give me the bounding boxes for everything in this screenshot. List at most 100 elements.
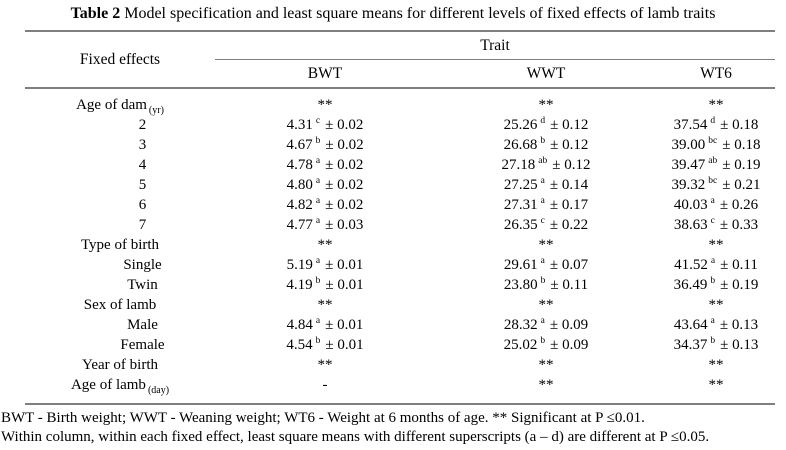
std-error: ± 0.22 [549, 217, 589, 233]
std-error: ± 0.13 [719, 317, 759, 333]
superscript: b [315, 276, 321, 286]
header-fixed-effects: Fixed effects [25, 31, 215, 89]
value: ** [538, 357, 554, 373]
value: 43.64 [673, 317, 708, 333]
value: ** [317, 297, 333, 313]
cell-wwt: 25.02 b ± 0.09 [435, 335, 657, 355]
value: 4.54 [286, 337, 313, 353]
value: ** [538, 377, 554, 393]
cell-wt6: 43.64 a ± 0.13 [657, 315, 775, 335]
table-row: Female 4.54 b ± 0.01 25.02 b ± 0.09 34.37 b ± … [25, 335, 775, 355]
superscript: b [710, 276, 716, 286]
row-label-cell: 3 [25, 135, 215, 155]
superscript: a [710, 256, 716, 266]
table-caption: Table 2 Model specification and least sq… [0, 0, 786, 23]
superscript: b [540, 336, 546, 346]
row-label-cell: Type of birth [25, 235, 215, 255]
cell-bwt: 4.54 b ± 0.01 [215, 335, 435, 355]
superscript: bc [708, 136, 718, 146]
value: 25.26 [503, 117, 538, 133]
row-label-cell: 4 [25, 155, 215, 175]
superscript: a [315, 316, 321, 326]
cell-wt6: ** [657, 88, 775, 115]
std-error: ± 0.18 [722, 137, 761, 153]
value: 39.47 [671, 157, 706, 173]
value: ** [708, 297, 724, 313]
superscript: a [315, 216, 321, 226]
cell-wwt: ** [435, 355, 657, 375]
value: 29.61 [503, 257, 538, 273]
superscript: c [315, 116, 321, 126]
value: ** [708, 237, 724, 253]
row-label: Age of dam [76, 97, 147, 113]
std-error: ± 0.18 [720, 117, 759, 133]
row-label-cell: Year of birth [25, 355, 215, 375]
row-label: Single [123, 257, 162, 273]
table-header: Fixed effects Trait BWT WWT WT6 [25, 31, 775, 89]
table-row: 5 4.80 a ± 0.02 27.25 a ± 0.14 39.32 bc ± 0.21 [25, 175, 775, 195]
row-label-cell: Age of lamb (day) [25, 375, 215, 404]
value: 41.52 [674, 257, 708, 273]
row-label-cell: Twin [25, 275, 215, 295]
cell-bwt: ** [215, 295, 435, 315]
cell-bwt: 4.78 a ± 0.02 [215, 155, 435, 175]
superscript: c [710, 216, 715, 226]
superscript: d [540, 116, 546, 126]
value: - [322, 377, 328, 393]
std-error: ± 0.11 [720, 257, 758, 273]
value: 26.35 [503, 217, 538, 233]
table-row: 6 4.82 a ± 0.02 27.31 a ± 0.17 40.03 a ± 0.26 [25, 195, 775, 215]
row-label: Type of birth [80, 237, 160, 253]
value: 4.19 [286, 277, 313, 293]
row-label: 4 [138, 157, 147, 173]
row-label: Age of lamb [70, 377, 146, 393]
cell-wwt: ** [435, 235, 657, 255]
std-error: ± 0.02 [325, 137, 364, 153]
cell-wt6: 36.49 b ± 0.19 [657, 275, 775, 295]
std-error: ± 0.21 [722, 177, 761, 193]
row-label: 5 [138, 177, 147, 193]
std-error: ± 0.02 [325, 157, 364, 173]
table-body: Age of dam (yr) ** ** ** 2 4.31 c ± 0.02 25… [25, 88, 775, 404]
header-row-trait: Fixed effects Trait [25, 31, 775, 89]
std-error: ± 0.12 [550, 117, 589, 133]
row-label-cell: Sex of lamb [25, 295, 215, 315]
cell-wt6: 39.47 ab ± 0.19 [657, 155, 775, 175]
cell-wwt: 29.61 a ± 0.07 [435, 255, 657, 275]
header-col-wwt: WWT [435, 59, 657, 89]
row-label: 6 [138, 197, 147, 213]
header-row-columns: BWT WWT WT6 [25, 59, 775, 89]
table-row: 3 4.67 b ± 0.02 26.68 b ± 0.12 39.00 bc ± 0.18 [25, 135, 775, 155]
value: 34.37 [673, 337, 708, 353]
value: 38.63 [673, 217, 708, 233]
value: 27.31 [503, 197, 538, 213]
superscript: b [710, 336, 716, 346]
cell-wt6: ** [657, 295, 775, 315]
value: 27.25 [503, 177, 538, 193]
cell-wt6: 39.00 bc ± 0.18 [657, 135, 775, 155]
cell-wt6: ** [657, 375, 775, 404]
table-row: 4 4.78 a ± 0.02 27.18 ab ± 0.12 39.47 ab ± 0.1… [25, 155, 775, 175]
std-error: ± 0.01 [325, 257, 364, 273]
value: 4.84 [286, 317, 313, 333]
superscript: b [540, 276, 546, 286]
table-row: Age of lamb (day) - ** ** [25, 375, 775, 404]
cell-wwt: 26.35 c ± 0.22 [435, 215, 657, 235]
std-error: ± 0.12 [552, 157, 591, 173]
value: ** [708, 357, 724, 373]
value: 4.82 [286, 197, 313, 213]
row-label-unit: (day) [147, 385, 170, 396]
cell-wt6: ** [657, 355, 775, 375]
table-row: 7 4.77 a ± 0.03 26.35 c ± 0.22 38.63 c ± 0.33 [25, 215, 775, 235]
superscript: a [315, 256, 321, 266]
row-label: Year of birth [82, 357, 158, 373]
cell-wwt: ** [435, 375, 657, 404]
superscript: a [540, 176, 545, 186]
value: ** [538, 297, 554, 313]
value: 23.80 [503, 277, 538, 293]
cell-wt6: 38.63 c ± 0.33 [657, 215, 775, 235]
value: ** [538, 97, 554, 113]
table-row: Sex of lamb ** ** ** [25, 295, 775, 315]
table-footnotes: BWT - Birth weight; WWT - Weaning weight… [0, 409, 786, 447]
row-label-cell: Single [25, 255, 215, 275]
